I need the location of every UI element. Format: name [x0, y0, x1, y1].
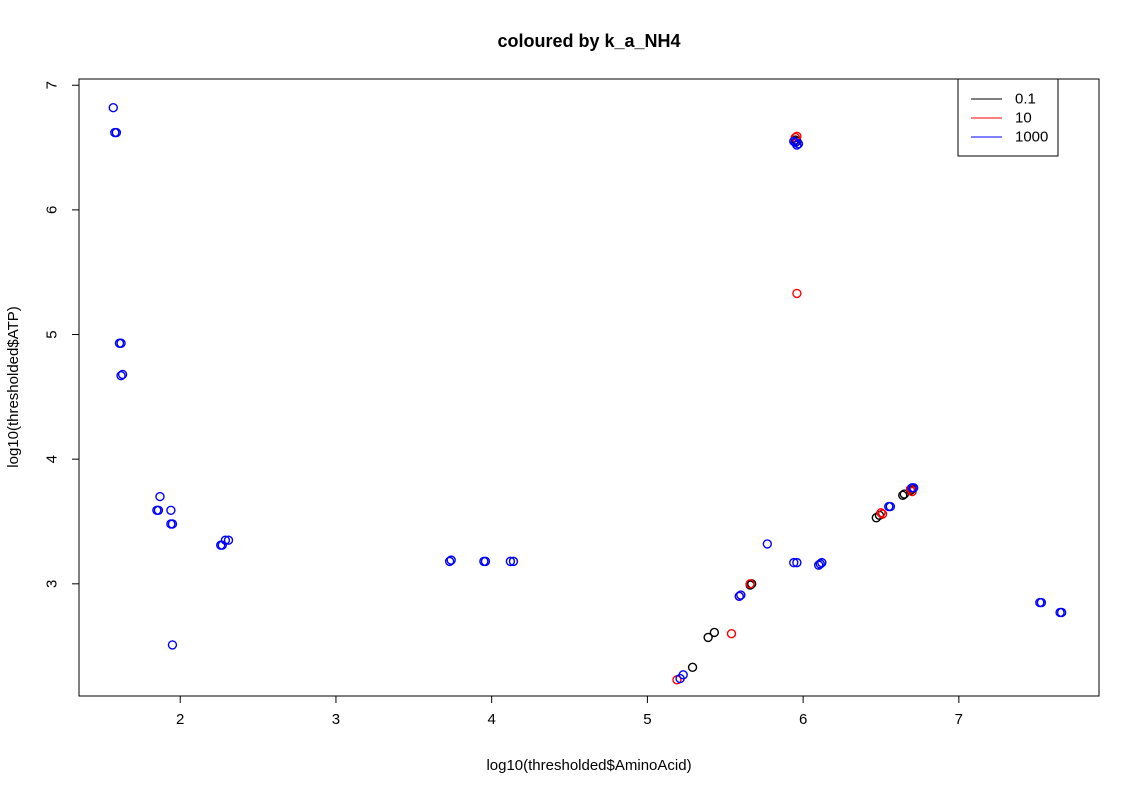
data-point	[745, 579, 755, 589]
y-tick-label: 4	[44, 455, 61, 463]
x-tick-label: 6	[799, 711, 807, 728]
data-point	[687, 662, 698, 673]
data-point	[153, 505, 164, 515]
data-point	[217, 540, 227, 550]
data-point	[444, 556, 455, 567]
data-point	[726, 628, 737, 639]
x-tick-label: 3	[332, 711, 340, 728]
data-point	[736, 590, 746, 600]
data-point	[703, 632, 713, 643]
data-point	[111, 127, 122, 138]
data-point	[108, 102, 118, 113]
data-point	[508, 556, 519, 567]
x-tick-label: 2	[176, 711, 184, 728]
y-tick-label: 6	[44, 206, 61, 214]
y-tick-label: 7	[44, 81, 61, 89]
legend-label: 1000	[1015, 129, 1048, 146]
data-point	[792, 140, 802, 150]
data-point	[817, 557, 827, 568]
data-point	[877, 509, 888, 519]
data-point	[166, 505, 176, 515]
legend-label: 0.1	[1015, 91, 1036, 108]
data-point	[1036, 597, 1047, 608]
data-point	[709, 627, 720, 638]
data-point	[166, 519, 176, 529]
x-axis-label: log10(thresholded$AminoAcid)	[486, 757, 691, 774]
data-point	[876, 508, 886, 518]
data-point	[678, 670, 688, 680]
data-point	[117, 369, 128, 380]
data-point	[220, 535, 231, 545]
data-point	[167, 640, 178, 650]
x-tick-label: 4	[487, 711, 495, 728]
y-tick-label: 5	[44, 330, 61, 338]
x-tick-label: 5	[643, 711, 651, 728]
data-point	[793, 139, 804, 149]
x-tick-label: 7	[955, 711, 963, 728]
data-point	[446, 555, 456, 565]
data-point	[792, 557, 802, 568]
x-axis: 2 3 4 5 6 7	[176, 695, 963, 728]
plot-frame	[78, 78, 1100, 697]
data-point	[1056, 607, 1067, 618]
legend-label: 10	[1015, 110, 1032, 127]
chart-title: coloured by k_a_NH4	[497, 31, 680, 51]
y-axis-label: log10(thresholded$ATP)	[5, 306, 22, 467]
legend: 0.1 10 1000	[957, 78, 1059, 157]
data-point	[885, 501, 896, 512]
data-point	[789, 557, 799, 568]
y-axis: 3 4 5 6 7	[44, 81, 80, 588]
data-point	[792, 288, 802, 299]
data-point	[223, 535, 234, 545]
data-point	[908, 483, 919, 493]
data-point	[762, 539, 773, 549]
data-point	[116, 370, 126, 381]
data-point	[155, 491, 165, 502]
data-point	[505, 556, 516, 567]
data-point	[480, 556, 491, 567]
data-point	[898, 490, 908, 501]
y-tick-label: 3	[44, 580, 61, 588]
data-point	[116, 338, 126, 348]
points-layer	[108, 102, 1067, 685]
data-point	[815, 559, 825, 569]
data-point	[734, 591, 744, 601]
